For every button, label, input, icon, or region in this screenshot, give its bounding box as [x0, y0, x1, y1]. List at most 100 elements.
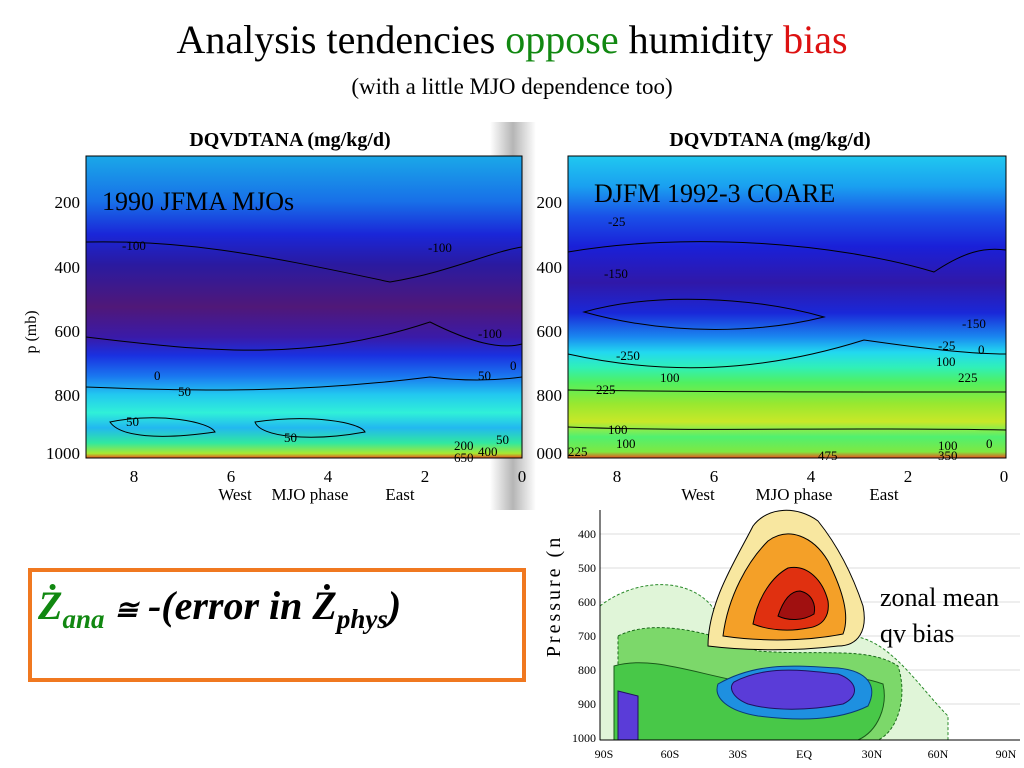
- y-tick: 400: [578, 527, 596, 541]
- right-x-dir-west: West: [681, 485, 715, 504]
- right-contour-labels: -25 -150 -150 -250 -25 0 100 100 225 225…: [568, 214, 993, 463]
- contour-label: 225: [568, 444, 588, 459]
- y-tick: 500: [578, 561, 596, 575]
- x-tick: 0: [518, 467, 527, 486]
- side-label-line1: zonal mean: [880, 583, 1000, 612]
- left-x-axis-label: MJO phase: [272, 485, 349, 504]
- slide-subtitle: (with a little MJO dependence too): [351, 74, 673, 99]
- equation-approx: ≅: [114, 595, 138, 626]
- zonal-x-ticks: 90S 60S 30S EQ 30N 60N 90N: [595, 747, 1017, 761]
- right-x-axis-label: MJO phase: [756, 485, 833, 504]
- contour-label: 50: [284, 430, 297, 445]
- x-tick: 8: [613, 467, 622, 486]
- x-tick: 4: [807, 467, 816, 486]
- contour-label: 400: [478, 444, 498, 459]
- contour-label: -100: [478, 326, 502, 341]
- left-plot-annotation: 1990 JFMA MJOs: [102, 187, 294, 216]
- x-tick: 30N: [862, 747, 883, 761]
- y-tick: 600: [578, 595, 596, 609]
- title-part1: Analysis tendencies: [176, 17, 496, 62]
- y-tick: 800: [55, 386, 81, 405]
- equation-rhs: -(error in Żphys): [147, 583, 402, 634]
- x-tick: 4: [324, 467, 333, 486]
- x-tick: 90S: [595, 747, 614, 761]
- y-tick: 1000: [572, 731, 596, 745]
- x-tick: 90N: [996, 747, 1017, 761]
- contour-label: -100: [122, 238, 146, 253]
- x-tick: 60S: [661, 747, 680, 761]
- contour-label: 0: [986, 436, 993, 451]
- contour-label: 100: [616, 436, 636, 451]
- x-tick: 6: [710, 467, 719, 486]
- title-bias: bias: [783, 17, 848, 62]
- left-x-ticks: 8 6 4 2 0: [130, 467, 527, 486]
- contour-label: 225: [596, 382, 616, 397]
- x-tick: 6: [227, 467, 236, 486]
- zonal-mean-plot: Pressure (n 400 500 600 700 800 900 1000…: [543, 509, 1020, 761]
- contour-label: -150: [604, 266, 628, 281]
- right-contour-plot: DQVDTANA (mg/kg/d) DJFM 1992-3 COARE Wes…: [537, 129, 1009, 504]
- x-tick: 2: [904, 467, 913, 486]
- left-x-dir-east: East: [385, 485, 415, 504]
- zonal-mean-label: zonal mean qv bias: [880, 580, 999, 652]
- side-label-line2: qv bias: [880, 619, 955, 648]
- left-plot-title: DQVDTANA (mg/kg/d): [189, 129, 390, 151]
- slide-title: Analysis tendencies oppose humidity bias: [0, 18, 1024, 62]
- x-tick: 60N: [928, 747, 949, 761]
- contour-label: -25: [608, 214, 625, 229]
- y-tick: 400: [537, 258, 563, 277]
- y-tick: 200: [55, 193, 81, 212]
- y-tick: 400: [55, 258, 81, 277]
- left-contour-plot: DQVDTANA (mg/kg/d) 1990 JFMA MJOs p (mb)…: [23, 129, 527, 504]
- zonal-y-axis-label: Pressure (n: [543, 535, 565, 657]
- left-y-ticks: 200 400 600 800 1000: [46, 193, 80, 463]
- contour-label: 50: [478, 368, 491, 383]
- y-tick: 800: [537, 386, 563, 405]
- right-x-ticks: 8 6 4 2 0: [613, 467, 1009, 486]
- left-x-dir-west: West: [218, 485, 252, 504]
- contour-label: -100: [428, 240, 452, 255]
- right-plot-title: DQVDTANA (mg/kg/d): [669, 129, 870, 151]
- contour-label: 100: [608, 422, 628, 437]
- contour-label: 100: [938, 438, 958, 453]
- contour-label: -150: [962, 316, 986, 331]
- contour-label: 0: [510, 358, 517, 373]
- y-tick: 900: [578, 697, 596, 711]
- contour-label: 50: [496, 432, 509, 447]
- contour-label: -25: [938, 338, 955, 353]
- zonal-y-ticks: 400 500 600 700 800 900 1000: [572, 527, 596, 745]
- contour-label: 225: [958, 370, 978, 385]
- x-tick: 30S: [729, 747, 748, 761]
- contour-label: 650: [454, 450, 474, 465]
- left-y-axis-label: p (mb): [23, 310, 40, 353]
- title-oppose: oppose: [505, 17, 619, 62]
- contour-label: 50: [178, 384, 191, 399]
- x-tick: 0: [1000, 467, 1009, 486]
- contour-label: -250: [616, 348, 640, 363]
- right-plot-annotation: DJFM 1992-3 COARE: [594, 179, 835, 208]
- right-y-ticks: 200 400 600 800 000: [537, 193, 563, 463]
- y-tick: 000: [537, 444, 563, 463]
- contour-label: 0: [978, 342, 985, 357]
- y-tick: 600: [55, 322, 81, 341]
- contour-label: 0: [154, 368, 161, 383]
- title-part2: humidity: [628, 17, 774, 62]
- x-tick: 8: [130, 467, 139, 486]
- x-tick: EQ: [796, 747, 812, 761]
- right-x-dir-east: East: [869, 485, 899, 504]
- y-tick: 600: [537, 322, 563, 341]
- equation-box: [28, 568, 526, 682]
- contour-label: 475: [818, 448, 838, 463]
- contour-label: 200: [454, 438, 474, 453]
- contour-label: 100: [660, 370, 680, 385]
- contour-label: 100: [936, 354, 956, 369]
- equation-text: Żana ≅ -(error in Żphys): [38, 582, 401, 635]
- equation-lhs: Żana: [38, 583, 105, 634]
- left-contour-labels: -100 -100 -100 0 0 50 50 50 50 50 200 65…: [122, 238, 517, 465]
- y-tick: 700: [578, 629, 596, 643]
- y-tick: 1000: [46, 444, 80, 463]
- contour-label: 350: [938, 448, 958, 463]
- y-tick: 200: [537, 193, 563, 212]
- y-tick: 800: [578, 663, 596, 677]
- x-tick: 2: [421, 467, 430, 486]
